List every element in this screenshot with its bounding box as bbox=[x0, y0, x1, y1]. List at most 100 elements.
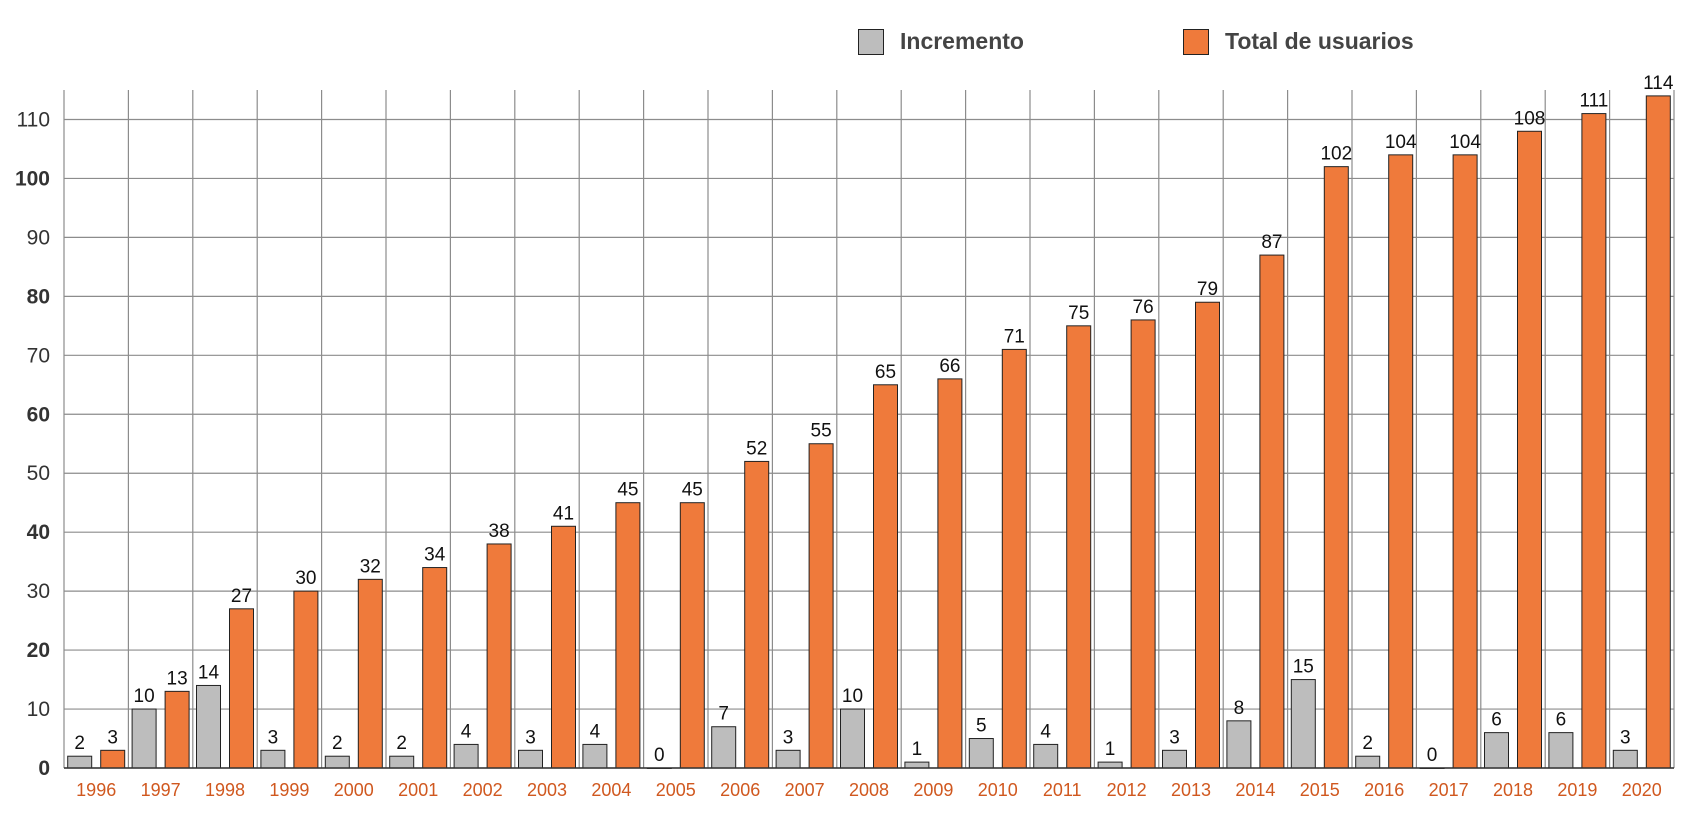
bar-incremento bbox=[968, 738, 994, 769]
bar-total bbox=[808, 443, 834, 769]
bar-incremento bbox=[324, 755, 350, 769]
y-tick-label: 60 bbox=[27, 403, 50, 426]
legend-swatch-incremento bbox=[858, 28, 884, 55]
x-tick-label: 1998 bbox=[205, 780, 245, 800]
bar-incremento bbox=[582, 743, 608, 769]
y-tick-label: 30 bbox=[27, 580, 50, 603]
bar-incremento bbox=[131, 708, 157, 769]
y-tick-label: 10 bbox=[27, 698, 50, 721]
bar-total bbox=[1645, 95, 1671, 769]
data-label-incremento: 3 bbox=[1169, 727, 1180, 748]
data-label-total: 32 bbox=[360, 556, 381, 577]
bar-total bbox=[357, 578, 383, 769]
bar-incremento bbox=[711, 726, 737, 769]
bar-total bbox=[422, 567, 448, 769]
y-tick-label: 110 bbox=[17, 108, 50, 131]
data-label-incremento: 2 bbox=[332, 733, 343, 754]
data-label-incremento: 6 bbox=[1556, 710, 1567, 731]
bar-total bbox=[873, 384, 898, 769]
bar-incremento bbox=[1162, 749, 1187, 769]
data-label-incremento: 8 bbox=[1234, 698, 1245, 719]
bar-incremento bbox=[1290, 679, 1316, 769]
y-tick-label: 70 bbox=[27, 344, 50, 367]
y-tick-label: 90 bbox=[27, 226, 50, 249]
data-label-total: 71 bbox=[1004, 326, 1025, 347]
data-label-incremento: 2 bbox=[74, 733, 85, 754]
data-label-total: 111 bbox=[1579, 91, 1608, 112]
bar-total bbox=[486, 543, 512, 769]
bar-total bbox=[679, 502, 705, 769]
data-label-total: 52 bbox=[746, 438, 767, 459]
data-label-incremento: 1 bbox=[912, 739, 923, 760]
bar-total bbox=[1066, 325, 1092, 769]
data-label-total: 76 bbox=[1133, 297, 1154, 318]
legend-label-total: Total de usuarios bbox=[1225, 28, 1414, 54]
data-label-total: 45 bbox=[617, 480, 638, 501]
bar-total bbox=[229, 608, 254, 769]
data-label-total: 114 bbox=[1643, 73, 1674, 94]
data-label-incremento: 3 bbox=[1620, 727, 1631, 748]
data-label-total: 3 bbox=[107, 727, 118, 748]
data-label-incremento: 3 bbox=[525, 727, 536, 748]
legend: Incremento Total de usuarios bbox=[0, 28, 1686, 64]
data-label-total: 104 bbox=[1385, 132, 1417, 153]
x-tick-label: 2010 bbox=[978, 780, 1018, 800]
bar-incremento bbox=[1097, 761, 1123, 769]
data-label-incremento: 6 bbox=[1491, 710, 1502, 731]
bar-incremento bbox=[1355, 755, 1381, 769]
data-label-total: 30 bbox=[295, 568, 316, 589]
data-label-total: 55 bbox=[811, 421, 832, 442]
y-tick-label: 20 bbox=[27, 639, 50, 662]
x-tick-label: 2019 bbox=[1557, 780, 1597, 800]
data-label-incremento: 3 bbox=[783, 727, 794, 748]
data-label-total: 104 bbox=[1449, 132, 1481, 153]
x-tick-label: 2004 bbox=[591, 780, 631, 800]
data-label-incremento: 14 bbox=[198, 662, 220, 683]
data-label-incremento: 2 bbox=[396, 733, 407, 754]
bar-incremento bbox=[1033, 743, 1059, 769]
x-tick-label: 2013 bbox=[1171, 780, 1211, 800]
bar-total bbox=[1388, 154, 1414, 769]
data-label-total: 27 bbox=[231, 586, 252, 607]
bar-incremento bbox=[260, 749, 286, 769]
x-tick-label: 2020 bbox=[1622, 780, 1662, 800]
data-label-incremento: 2 bbox=[1362, 733, 1373, 754]
data-label-total: 79 bbox=[1197, 279, 1218, 300]
bar-total bbox=[1195, 301, 1220, 769]
legend-item-total: Total de usuarios bbox=[1183, 28, 1414, 55]
bar-total bbox=[744, 460, 770, 769]
y-tick-label: 40 bbox=[27, 521, 50, 544]
bar-total bbox=[100, 749, 126, 769]
x-tick-label: 1999 bbox=[269, 780, 309, 800]
x-tick-label: 2017 bbox=[1429, 780, 1469, 800]
bar-incremento bbox=[1548, 732, 1574, 769]
bar-incremento bbox=[196, 684, 221, 769]
y-tick-label: 50 bbox=[27, 462, 50, 485]
bar-total bbox=[1259, 254, 1285, 769]
bar-incremento bbox=[775, 749, 801, 769]
bar-incremento bbox=[904, 761, 930, 769]
x-tick-label: 2001 bbox=[398, 780, 438, 800]
data-label-incremento: 4 bbox=[1040, 721, 1051, 742]
data-label-incremento: 5 bbox=[976, 716, 987, 737]
data-label-total: 41 bbox=[553, 503, 574, 524]
bar-total bbox=[1130, 319, 1156, 769]
bar-incremento bbox=[67, 755, 93, 769]
data-label-total: 108 bbox=[1514, 108, 1546, 129]
bar-incremento bbox=[518, 749, 543, 769]
legend-swatch-total bbox=[1183, 28, 1209, 55]
x-tick-label: 2018 bbox=[1493, 780, 1533, 800]
data-label-incremento: 4 bbox=[461, 721, 472, 742]
x-tick-label: 2005 bbox=[656, 780, 696, 800]
x-tick-label: 2002 bbox=[463, 780, 503, 800]
legend-item-incremento: Incremento bbox=[858, 28, 1024, 55]
bar-total bbox=[937, 378, 963, 769]
x-tick-label: 2009 bbox=[913, 780, 953, 800]
bar-incremento bbox=[840, 708, 865, 769]
data-label-total: 38 bbox=[489, 521, 510, 542]
bar-total bbox=[1452, 154, 1478, 769]
data-label-total: 65 bbox=[875, 362, 896, 383]
data-label-total: 66 bbox=[939, 356, 960, 377]
data-label-incremento: 1 bbox=[1105, 739, 1116, 760]
